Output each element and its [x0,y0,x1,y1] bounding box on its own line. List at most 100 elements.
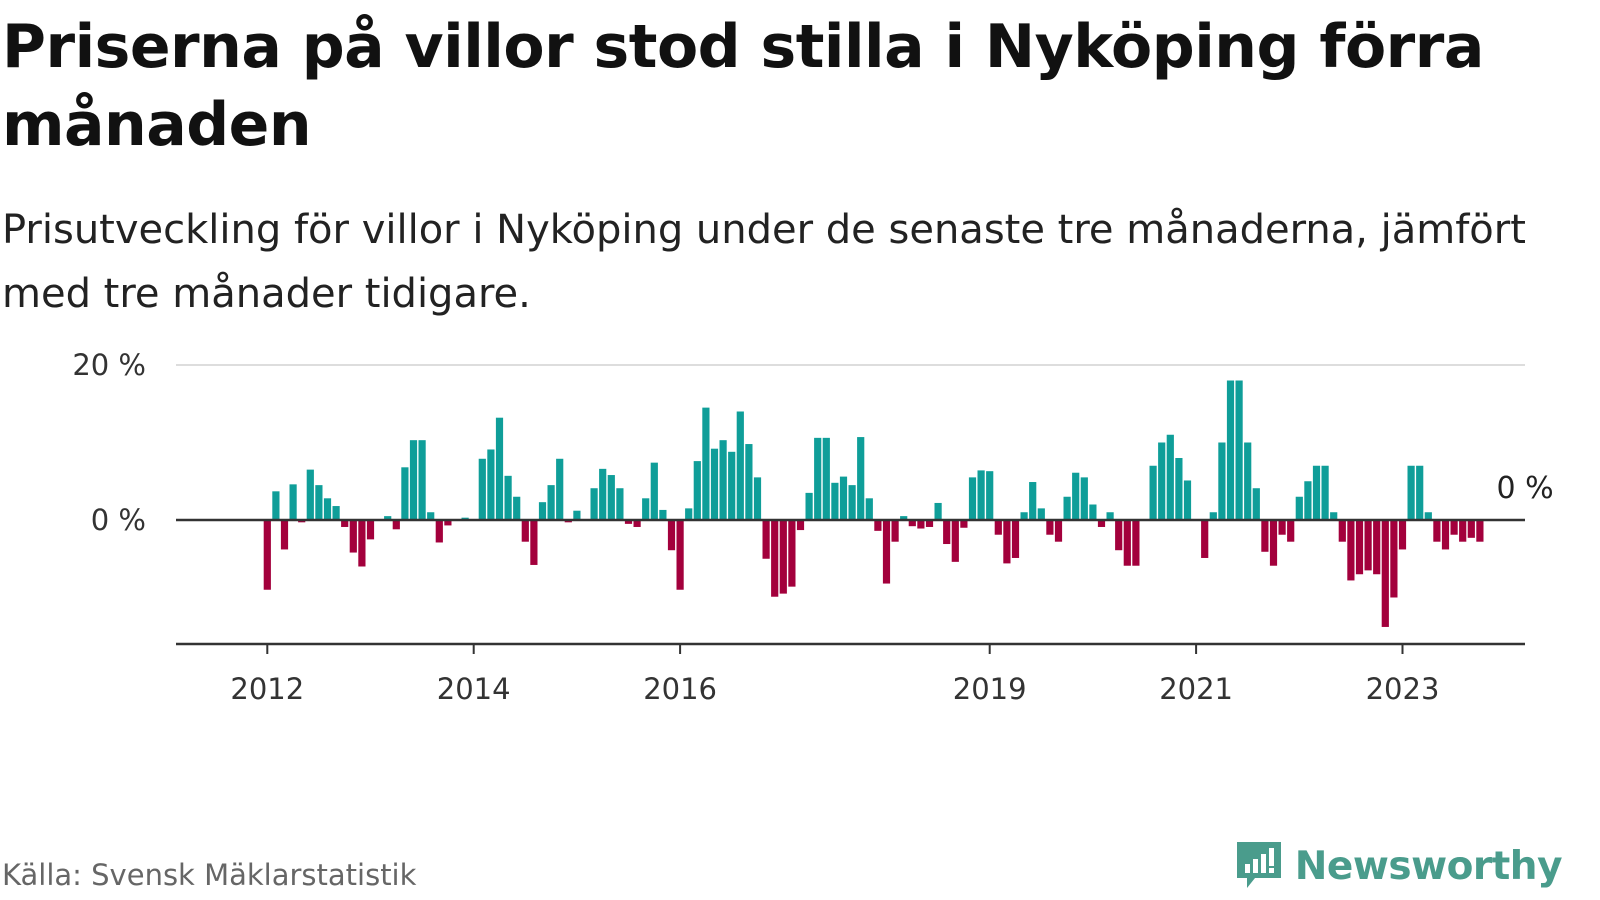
bar [341,520,349,527]
bar [478,458,486,520]
bar [1011,520,1020,558]
bar [719,440,727,520]
bar [1132,520,1140,566]
bar [1226,380,1235,520]
bar [968,477,977,520]
bar [272,491,280,520]
y-tick-label: 20 % [72,348,146,382]
bar [917,520,925,529]
bar [805,492,813,520]
bar [659,509,667,520]
x-tick-label: 2019 [953,672,1027,706]
bar [693,461,701,520]
bar [1398,520,1407,550]
bar [728,451,736,520]
x-tick-label: 2016 [643,672,717,706]
bar [1364,520,1372,571]
bar [891,520,899,542]
bar [1373,520,1381,575]
bar [1106,512,1114,520]
bar [960,520,968,528]
bar [676,520,684,590]
bar [986,471,994,520]
bar [934,502,942,520]
bar [306,469,314,520]
bar [1355,520,1364,575]
bar [839,476,848,520]
bar [392,520,400,530]
bar [504,475,512,520]
bar [745,444,753,520]
brand-name: Newsworthy [1294,843,1563,889]
bar [556,458,564,520]
x-tick-label: 2021 [1159,672,1233,706]
bar [1467,520,1475,538]
bar [633,520,641,527]
bar [1312,465,1321,520]
bar [882,520,891,584]
bar [1269,520,1278,566]
bar [358,520,366,567]
bar [616,488,624,520]
bar [1244,442,1252,520]
chart-title: Priserna på villor stod stilla i Nyköpin… [2,12,1484,160]
brand-logo[interactable]: Newsworthy [1233,838,1563,894]
bar [513,496,521,520]
bar [1166,434,1174,520]
bar [289,484,297,520]
bar [762,520,770,559]
bar [409,440,418,520]
bar [1054,520,1063,542]
bar [1201,520,1209,558]
bar [521,520,529,542]
bar [822,437,830,520]
bar [1450,520,1458,535]
bar [1252,488,1260,520]
bar [925,520,934,527]
bar [1459,520,1467,542]
labels: 0 % 20 % 2012 2014 2016 2019 2021 2023 0 % [72,348,1553,706]
bar [753,477,762,520]
annotation-latest-value: 0 % [1497,471,1554,506]
bar [667,520,676,551]
bar [1441,520,1450,550]
bar [1123,520,1131,566]
newsworthy-chat-bars-icon [1236,842,1281,888]
bar [435,520,443,543]
bar [1115,520,1123,551]
x-tick-label: 2023 [1366,672,1440,706]
bar [908,520,916,527]
bar [1089,504,1097,520]
bar [1295,496,1303,520]
bar [1476,520,1484,542]
bar [444,520,452,526]
x-tick-label: 2014 [437,672,511,706]
bar [1149,465,1157,520]
bar [865,498,873,520]
bar [1424,512,1432,520]
bar [814,437,822,520]
bar [323,498,332,520]
bar [848,485,856,520]
bar [771,520,779,597]
bar [547,485,555,520]
bar [1158,442,1166,520]
bar [779,520,787,594]
bar [1072,472,1080,520]
bar [495,417,504,520]
bar [315,485,323,520]
bar [1381,520,1389,627]
bar [900,516,908,520]
bar [401,467,409,520]
bar [951,520,959,562]
bar [1080,477,1088,520]
bar [1063,496,1071,520]
bar [710,448,719,520]
bar [1097,520,1106,527]
bar [994,520,1002,535]
y-tick-label: 0 % [91,503,146,537]
bar [1330,512,1338,520]
bar [599,468,607,520]
bar [1338,520,1346,542]
bar [1046,520,1054,535]
